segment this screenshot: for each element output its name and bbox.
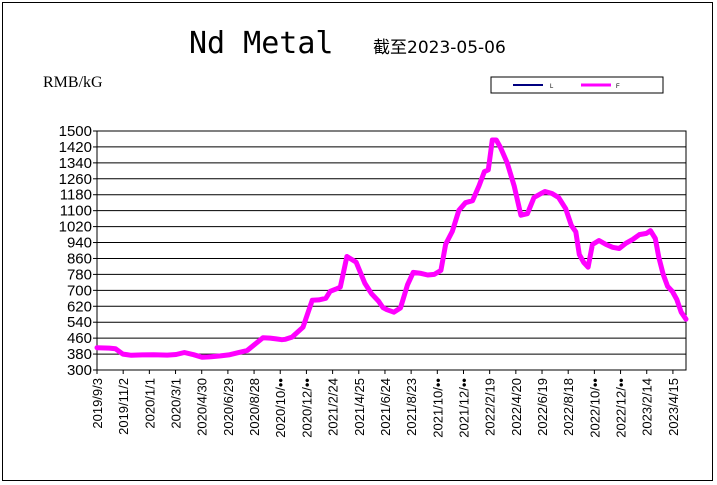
x-tick-label: 2023/4/15: [666, 378, 681, 436]
x-tick-label: 2020/1/1: [142, 378, 157, 429]
x-tick-label: 2020/8/28: [247, 378, 262, 436]
y-tick-label: 620: [67, 298, 92, 315]
y-tick-label: 1180: [60, 187, 92, 204]
nd-metal-line-chart: Nd Metal 截至2023-05-06 RMB/kG L F 3003804…: [43, 26, 689, 438]
x-tick-label: 2021/2/24: [326, 378, 341, 436]
y-tick-label: 460: [67, 330, 92, 347]
x-tick-label: 2020/4/30: [195, 378, 210, 436]
series-line-f: [94, 137, 689, 360]
x-tick-label: 2019/11/2: [116, 378, 131, 435]
y-tick-label: 700: [67, 282, 92, 299]
legend: L F: [490, 76, 664, 94]
x-tick-label: 2022/12/••: [614, 378, 629, 438]
chart-title: Nd Metal: [189, 26, 334, 61]
chart-frame: Nd Metal 截至2023-05-06 RMB/kG L F 300 380 4…: [2, 2, 713, 481]
y-axis-ticks: 3003804605406207007808609401020110011801…: [59, 123, 97, 379]
x-tick-label: 2020/12/••: [299, 378, 314, 438]
x-tick-label: 2019/9/3: [90, 378, 105, 429]
y-axis-label: RMB/kG: [43, 74, 103, 91]
y-tick-label: 1260: [59, 171, 92, 188]
x-tick-label: 2022/10/••: [587, 378, 602, 438]
x-tick-label: 2022/8/18: [561, 378, 576, 436]
y-tick-label: 780: [67, 266, 92, 283]
y-tick-label: 380: [67, 346, 92, 363]
y-tick-label: 1500: [59, 123, 92, 140]
y-tick-label: 940: [67, 235, 92, 252]
y-tick-label: 300: [67, 362, 92, 379]
x-tick-label: 2021/8/23: [404, 378, 419, 436]
x-tick-label: 2021/6/24: [378, 378, 393, 436]
series-lines: [94, 137, 689, 360]
y-tick-label: 540: [67, 314, 92, 331]
y-tick-label: 1020: [59, 219, 92, 236]
x-tick-label: 2020/10/••: [273, 378, 288, 438]
y-tick-label: 1100: [60, 203, 92, 220]
x-tick-label: 2023/2/14: [640, 378, 655, 436]
x-tick-label: 2022/6/19: [535, 378, 550, 436]
x-tick-label: 2021/10/••: [430, 378, 445, 438]
x-tick-label: 2020/6/29: [221, 378, 236, 436]
x-axis-ticks: 2019/9/3 2019/11/2 2020/1/1 2020/3/1 2020/4/…: [90, 370, 681, 438]
x-tick-label: 2021/4/25: [352, 378, 367, 436]
chart-subtitle: 截至2023-05-06: [373, 38, 506, 58]
plot-area: [96, 130, 687, 371]
x-tick-label: 2022/4/20: [509, 378, 524, 436]
y-tick-label: 1340: [59, 155, 92, 172]
legend-label-l: L: [550, 84, 554, 90]
y-tick-label: 1420: [59, 139, 92, 156]
x-tick-label: 2020/3/1: [169, 378, 184, 429]
legend-label-f: F: [616, 84, 620, 90]
x-tick-label: 2021/12/••: [456, 378, 471, 438]
x-tick-label: 2022/2/19: [483, 378, 498, 436]
y-tick-label: 860: [67, 250, 92, 267]
legend-box: [490, 76, 664, 94]
